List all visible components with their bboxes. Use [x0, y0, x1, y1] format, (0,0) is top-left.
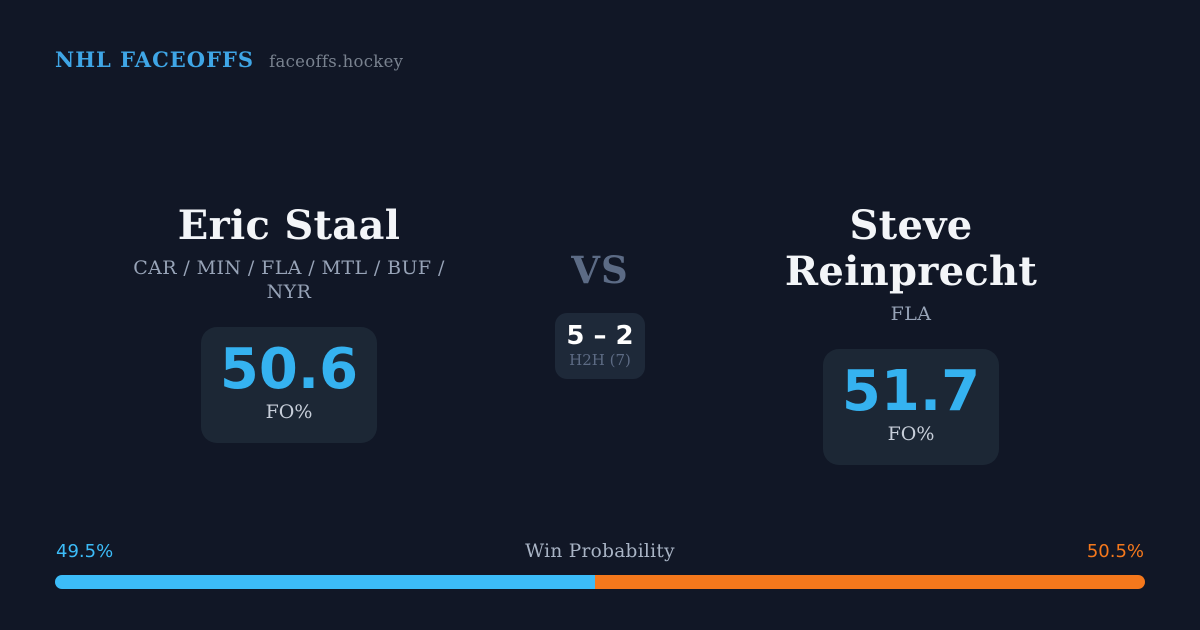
head-to-head-card: 5 – 2 H2H (7) — [555, 313, 645, 379]
win-probability-title: Win Probability — [525, 541, 675, 562]
win-probability-bar — [55, 575, 1145, 589]
versus-column: VS 5 – 2 H2H (7) — [540, 250, 660, 379]
player-right-faceoff-pct: 51.7 — [841, 359, 981, 424]
player-right-name: Steve Reinprecht — [784, 202, 1038, 295]
win-bar-right-segment — [594, 575, 1145, 589]
head-to-head-score: 5 – 2 — [566, 321, 634, 351]
player-left-faceoff-pct: 50.6 — [219, 337, 359, 402]
win-probability-right-pct: 50.5% — [1086, 541, 1144, 562]
vs-label: VS — [571, 248, 629, 292]
win-probability-labels: 49.5% Win Probability 50.5% — [55, 541, 1145, 562]
player-right-stat-label: FO% — [887, 423, 935, 445]
site-url: faceoffs.hockey — [269, 52, 404, 71]
player-right-teams: FLA — [890, 303, 932, 325]
win-probability-section: 49.5% Win Probability 50.5% — [55, 541, 1145, 589]
win-bar-left-segment — [55, 575, 595, 589]
player-left-faceoff-card: 50.6 FO% — [201, 327, 377, 443]
player-left-name: Eric Staal — [177, 202, 401, 249]
player-right-faceoff-card: 51.7 FO% — [823, 349, 999, 465]
player-left-teams: CAR / MIN / FLA / MTL / BUF / NYR — [133, 257, 445, 303]
win-probability-left-pct: 49.5% — [56, 541, 114, 562]
player-left-stat-label: FO% — [265, 401, 313, 423]
player-left-column: Eric Staal CAR / MIN / FLA / MTL / BUF /… — [114, 203, 464, 443]
head-to-head-label: H2H (7) — [569, 351, 631, 369]
header: NHL FACEOFFS faceoffs.hockey — [55, 47, 403, 72]
brand-title: NHL FACEOFFS — [55, 47, 255, 72]
player-right-column: Steve Reinprecht FLA 51.7 FO% — [736, 203, 1086, 465]
